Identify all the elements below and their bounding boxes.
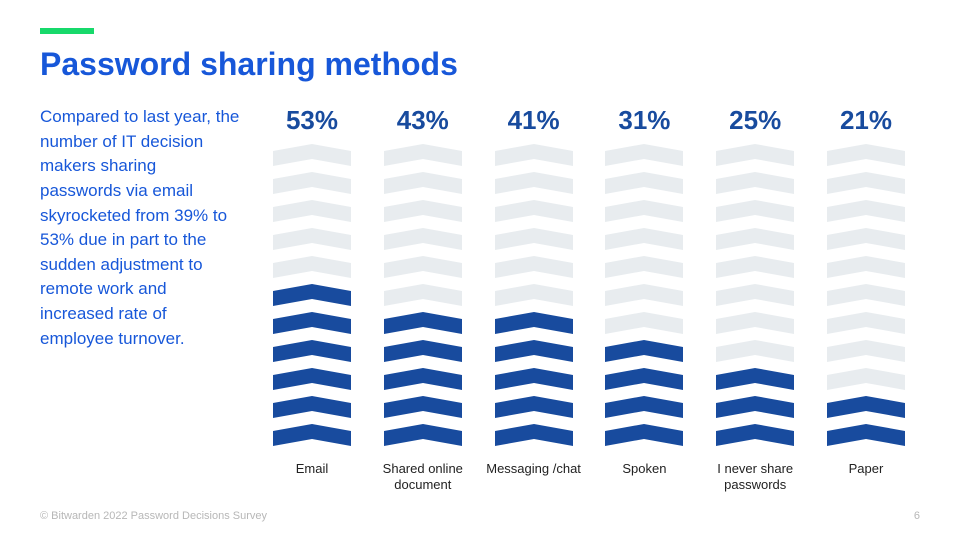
page-number: 6 [914, 510, 920, 522]
chevron-segment-filled [384, 340, 462, 367]
chevron-segment-empty [827, 228, 905, 255]
chevron-segment-empty [716, 172, 794, 199]
chevron-segment-empty [827, 312, 905, 339]
chevron-segment-filled [273, 396, 351, 423]
chevron-segment-empty [716, 256, 794, 283]
chevron-segment-empty [827, 200, 905, 227]
chevron-segment-filled [495, 424, 573, 451]
chevron-segment-empty [827, 172, 905, 199]
chart-category-label: I never share passwords [701, 461, 809, 494]
chart-value: 41% [508, 105, 560, 136]
chevron-segment-empty [384, 172, 462, 199]
chart-column: 43% Shared online document [369, 105, 477, 494]
chart-column: 41% Messaging /chat [480, 105, 588, 494]
chevron-segment-empty [273, 200, 351, 227]
chevron-segment-empty [716, 312, 794, 339]
chevron-stack [495, 144, 573, 451]
chevron-segment-empty [605, 284, 683, 311]
chart-value: 21% [840, 105, 892, 136]
chart-column: 31% Spoken [590, 105, 698, 494]
chevron-segment-empty [384, 284, 462, 311]
chart-value: 31% [618, 105, 670, 136]
chevron-segment-filled [827, 424, 905, 451]
chevron-segment-empty [827, 144, 905, 171]
footer-attribution: © Bitwarden 2022 Password Decisions Surv… [40, 510, 267, 522]
chevron-segment-filled [495, 396, 573, 423]
chevron-segment-filled [273, 340, 351, 367]
chevron-segment-empty [716, 284, 794, 311]
chevron-segment-empty [384, 256, 462, 283]
chart-category-label: Email [296, 461, 329, 477]
chart-area: 53% Email 43% Shared online document 41% Mess… [248, 105, 920, 494]
chevron-segment-empty [605, 172, 683, 199]
chevron-segment-empty [716, 200, 794, 227]
chevron-segment-empty [495, 256, 573, 283]
chevron-segment-filled [605, 396, 683, 423]
body-paragraph: Compared to last year, the number of IT … [40, 105, 248, 494]
chevron-segment-empty [273, 144, 351, 171]
chevron-stack [273, 144, 351, 451]
chevron-segment-filled [384, 424, 462, 451]
chevron-segment-empty [495, 284, 573, 311]
chevron-segment-filled [716, 368, 794, 395]
chevron-segment-empty [273, 256, 351, 283]
chevron-segment-filled [384, 396, 462, 423]
chevron-segment-empty [827, 284, 905, 311]
chevron-segment-filled [384, 368, 462, 395]
slide: Password sharing methods Compared to las… [0, 0, 960, 540]
chart-category-label: Messaging /chat [486, 461, 581, 477]
chevron-segment-empty [716, 144, 794, 171]
chart-column: 53% Email [258, 105, 366, 494]
chevron-segment-filled [495, 340, 573, 367]
chevron-segment-filled [716, 396, 794, 423]
chevron-stack [384, 144, 462, 451]
chevron-segment-filled [273, 284, 351, 311]
chevron-segment-filled [384, 312, 462, 339]
chevron-segment-filled [827, 396, 905, 423]
chevron-segment-empty [495, 228, 573, 255]
chevron-segment-empty [605, 228, 683, 255]
chevron-segment-filled [605, 340, 683, 367]
chevron-segment-filled [273, 424, 351, 451]
content-row: Compared to last year, the number of IT … [40, 105, 920, 494]
chart-value: 25% [729, 105, 781, 136]
chart-category-label: Spoken [622, 461, 666, 477]
chevron-segment-filled [605, 368, 683, 395]
chevron-segment-empty [827, 340, 905, 367]
chevron-segment-empty [605, 256, 683, 283]
chevron-segment-empty [605, 200, 683, 227]
page-title: Password sharing methods [40, 46, 920, 83]
chevron-segment-empty [273, 228, 351, 255]
chevron-stack [827, 144, 905, 451]
chevron-segment-empty [716, 228, 794, 255]
chevron-segment-filled [273, 312, 351, 339]
chevron-segment-empty [605, 312, 683, 339]
chevron-segment-empty [273, 172, 351, 199]
chevron-segment-empty [384, 144, 462, 171]
chevron-segment-empty [495, 172, 573, 199]
chevron-segment-empty [495, 144, 573, 171]
chart-column: 21% Paper [812, 105, 920, 494]
accent-bar [40, 28, 94, 34]
chevron-segment-filled [495, 368, 573, 395]
chart-category-label: Paper [849, 461, 884, 477]
chart-value: 43% [397, 105, 449, 136]
chevron-stack [605, 144, 683, 451]
chevron-segment-filled [716, 424, 794, 451]
chevron-segment-empty [605, 144, 683, 171]
chevron-segment-filled [273, 368, 351, 395]
chart-category-label: Shared online document [369, 461, 477, 494]
chevron-segment-filled [605, 424, 683, 451]
chevron-segment-empty [384, 228, 462, 255]
chevron-stack [716, 144, 794, 451]
chevron-segment-empty [827, 256, 905, 283]
chart-column: 25% I never share passwords [701, 105, 809, 494]
chevron-segment-filled [495, 312, 573, 339]
chevron-segment-empty [827, 368, 905, 395]
chart-value: 53% [286, 105, 338, 136]
chevron-segment-empty [716, 340, 794, 367]
chevron-segment-empty [384, 200, 462, 227]
chevron-segment-empty [495, 200, 573, 227]
